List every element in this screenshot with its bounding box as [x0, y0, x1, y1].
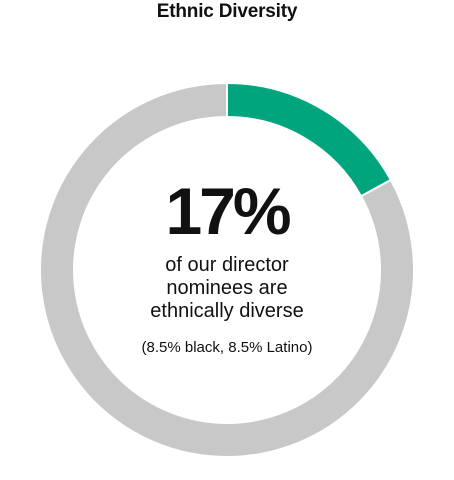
center-breakdown-note: (8.5% black, 8.5% Latino) [141, 339, 313, 356]
donut-slice-2 [39, 81, 415, 458]
center-percentage: 17% [165, 174, 291, 248]
chart-title: Ethnic Diversity [156, 1, 298, 22]
center-description: of our director nominees are ethnically … [77, 254, 377, 323]
center-description-line-1: of our director [165, 254, 289, 276]
center-description-line-3: ethnically diverse [150, 300, 304, 322]
center-description-line-2: nominees are [166, 277, 288, 299]
